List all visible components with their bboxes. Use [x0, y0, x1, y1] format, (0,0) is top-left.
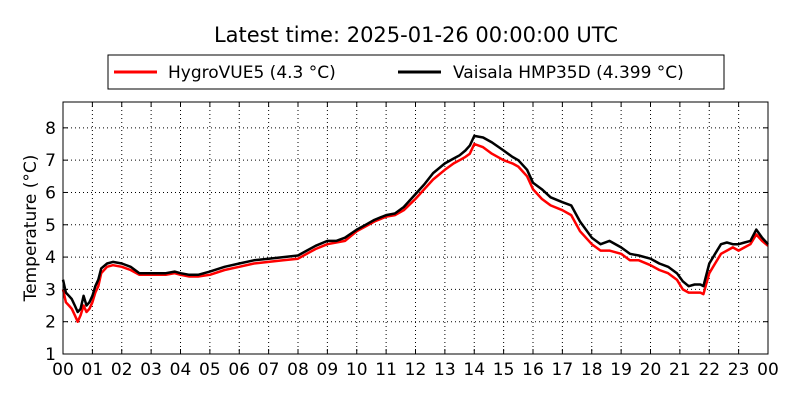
x-tick-label: 09	[317, 360, 339, 380]
x-tick-label: 00	[52, 360, 74, 380]
x-tick-label: 00	[757, 360, 779, 380]
y-tick-label: 1	[45, 345, 56, 365]
x-tick-label: 19	[610, 360, 632, 380]
x-tick-label: 08	[287, 360, 309, 380]
series-lines	[61, 134, 769, 323]
x-tick-label: 07	[258, 360, 280, 380]
x-tick-label: 23	[728, 360, 750, 380]
y-tick-label: 2	[45, 313, 56, 333]
y-tick-label: 5	[45, 216, 56, 236]
x-tick-label: 17	[552, 360, 574, 380]
x-tick-label: 06	[228, 360, 250, 380]
x-tick-label: 03	[140, 360, 162, 380]
x-tick-label: 12	[405, 360, 427, 380]
y-tick-label: 6	[45, 183, 56, 203]
x-tick-label: 15	[493, 360, 515, 380]
legend-label-vaisala: Vaisala HMP35D (4.399 °C)	[453, 63, 684, 83]
axis-ticks: 00 01 02 03 04 05 06 07 08 09 10 11 12 13 14 15 16 17 18 19…	[45, 102, 779, 380]
legend-box	[107, 54, 725, 90]
x-tick-label: 04	[170, 360, 192, 380]
chart-title: Latest time: 2025-01-26 00:00:00 UTC	[214, 23, 618, 47]
x-tick-label: 10	[346, 360, 368, 380]
legend-label-hygrovue5: HygroVUE5 (4.3 °C)	[168, 63, 336, 83]
x-tick-label: 05	[199, 360, 221, 380]
series-line-hygrovue5	[61, 142, 769, 323]
series-line-vaisala	[61, 134, 769, 314]
y-tick-label: 7	[45, 151, 56, 171]
x-tick-label: 11	[375, 360, 397, 380]
x-tick-label: 01	[82, 360, 104, 380]
x-tick-label: 14	[463, 360, 485, 380]
x-tick-label: 20	[640, 360, 662, 380]
y-tick-label: 3	[45, 280, 56, 300]
x-tick-label: 18	[581, 360, 603, 380]
y-axis-label: Temperature (°C)	[21, 155, 41, 303]
x-tick-label: 02	[111, 360, 133, 380]
legend: HygroVUE5 (4.3 °C) Vaisala HMP35D (4.399…	[107, 54, 725, 90]
y-tick-label: 4	[45, 248, 56, 268]
x-tick-label: 21	[669, 360, 691, 380]
y-tick-label: 8	[45, 119, 56, 139]
x-tick-label: 22	[698, 360, 720, 380]
x-tick-label: 16	[522, 360, 544, 380]
x-tick-label: 13	[434, 360, 456, 380]
